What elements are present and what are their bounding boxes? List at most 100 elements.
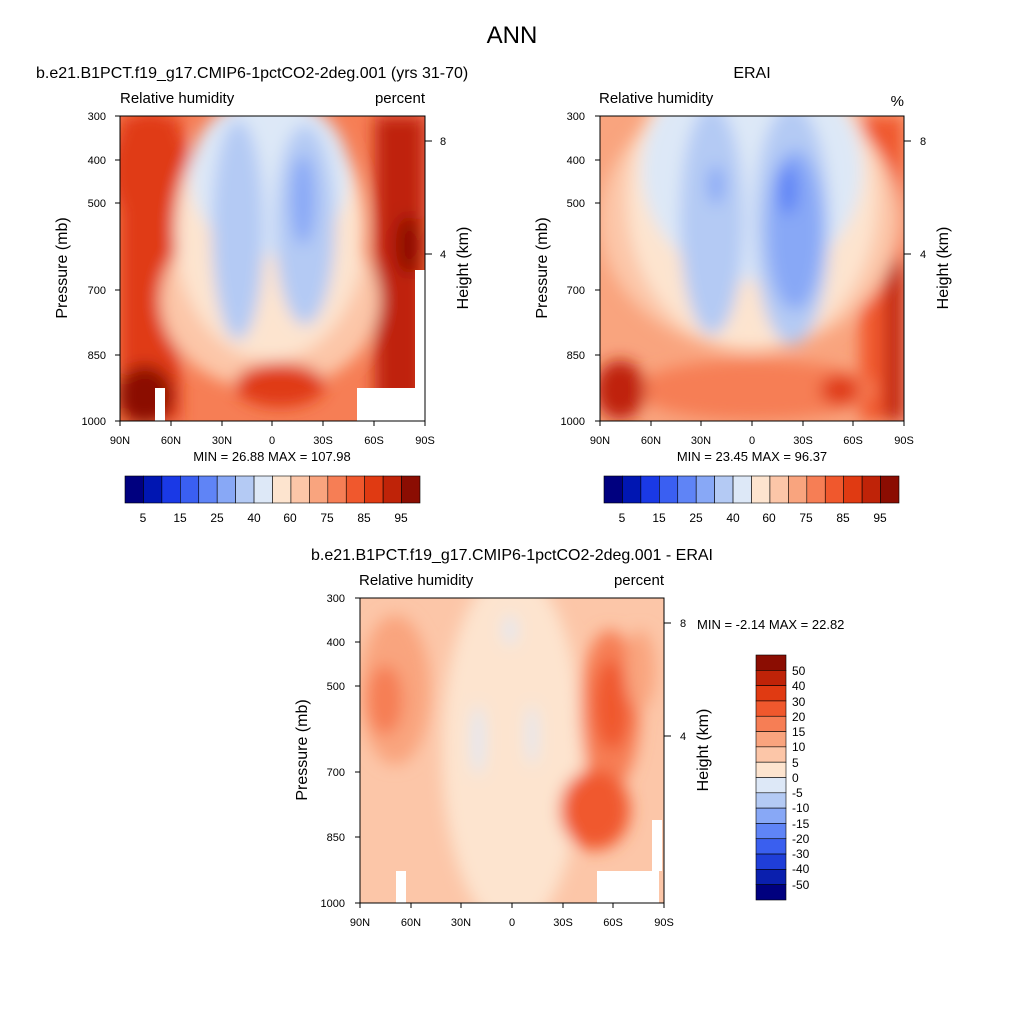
min-max-label: MIN = 23.45 MAX = 96.37 (677, 449, 827, 464)
colorbar-swatch (345, 475, 365, 504)
colorbar-tick-label: 15 (173, 511, 187, 525)
y2-axis-ticks: 8 4 (664, 618, 686, 743)
colorbar-tick-label: -30 (792, 847, 810, 861)
colorbar-swatch (695, 475, 715, 504)
y-tick-label: 300 (327, 593, 345, 605)
colorbar-swatch (755, 853, 787, 870)
x-tick-label: 90S (654, 917, 674, 929)
colorbar-tick-label: 95 (394, 511, 408, 525)
colorbar-swatch (751, 475, 771, 504)
colorbar-swatch (677, 475, 697, 504)
x-tick-label: 30S (553, 917, 573, 929)
x-tick-label: 30S (313, 435, 333, 447)
x-tick-label: 60S (364, 435, 384, 447)
colorbar-tick-label: 85 (357, 511, 371, 525)
x-tick-label: 60N (641, 435, 661, 447)
x-tick-label: 90N (350, 917, 370, 929)
y-axis-label: Pressure (mb) (294, 699, 311, 800)
y2-axis-label: Height (km) (695, 709, 712, 792)
colorbar-tick-label: -10 (792, 801, 810, 815)
x-tick-label: 0 (269, 435, 275, 447)
panel-model: b.e21.B1PCT.f19_g17.CMIP6-1pctCO2-2deg.0… (36, 65, 472, 525)
x-tick-label: 90N (590, 435, 610, 447)
panel-title: b.e21.B1PCT.f19_g17.CMIP6-1pctCO2-2deg.0… (36, 65, 468, 82)
colorbar-tick-label: 5 (792, 756, 799, 770)
colorbar-tick-labels: 5 15 25 40 60 75 85 95 (619, 511, 887, 525)
colorbar-swatch (755, 685, 787, 702)
colorbar-tick-label: -15 (792, 817, 810, 831)
colorbar-tick-label: 30 (792, 695, 806, 709)
colorbar-swatch (253, 475, 273, 504)
colorbar-swatch (732, 475, 752, 504)
colorbar-swatch (364, 475, 384, 504)
x-tick-label: 90S (415, 435, 435, 447)
y2-tick-label: 8 (680, 618, 686, 630)
x-axis-ticks: 90N 60N 30N 0 30S 60S 90S (110, 421, 435, 447)
y-tick-label: 700 (327, 767, 345, 779)
y-tick-label: 700 (88, 285, 106, 297)
y-tick-label: 300 (88, 111, 106, 123)
left-label: Relative humidity (599, 90, 714, 107)
y2-tick-label: 8 (440, 136, 446, 148)
colorbar-tick-label: 25 (689, 511, 703, 525)
colorbar-tick-label: 15 (652, 511, 666, 525)
x-tick-label: 30N (451, 917, 471, 929)
panel-title: ERAI (733, 65, 770, 82)
colorbar-swatch (401, 475, 421, 504)
colorbar-tick-label: 20 (792, 710, 806, 724)
colorbar-swatch (124, 475, 144, 504)
right-label: percent (614, 572, 665, 589)
colorbar-swatch (755, 700, 787, 717)
colorbar-swatch (755, 869, 787, 885)
x-tick-label: 30N (691, 435, 711, 447)
x-tick-label: 60S (843, 435, 863, 447)
colorbar-tick-label: 75 (320, 511, 334, 525)
colorbar-tick-label: 5 (140, 511, 147, 525)
y2-axis-label: Height (km) (935, 227, 952, 310)
y-axis-ticks: 300 400 500 700 850 1000 (321, 593, 360, 910)
min-max-label: MIN = 26.88 MAX = 107.98 (193, 449, 351, 464)
colorbar-swatch (272, 475, 292, 504)
colorbar-swatch (161, 475, 181, 504)
colorbar-tick-label: 85 (836, 511, 850, 525)
colorbar-tick-label: 75 (799, 511, 813, 525)
colorbar-tick-label: 60 (283, 511, 297, 525)
colorbar-swatch (216, 475, 236, 504)
right-label: percent (375, 90, 426, 107)
colorbar-swatch (861, 475, 881, 504)
x-tick-label: 60N (161, 435, 181, 447)
colorbar-tick-label: 40 (792, 679, 806, 693)
y-tick-label: 400 (327, 637, 345, 649)
colorbar-swatch (603, 475, 623, 504)
left-label: Relative humidity (359, 572, 474, 589)
x-tick-label: 90N (110, 435, 130, 447)
y-tick-label: 850 (567, 350, 585, 362)
colorbar-swatch (755, 792, 787, 809)
colorbar-swatch (290, 475, 310, 504)
colorbar (124, 475, 421, 504)
colorbar-swatch (327, 475, 347, 504)
y-tick-label: 1000 (82, 416, 106, 428)
y2-tick-label: 4 (440, 249, 446, 261)
colorbar-tick-labels: 5 15 25 40 60 75 85 95 (140, 511, 408, 525)
y-tick-label: 500 (88, 198, 106, 210)
colorbar-swatch (382, 475, 402, 504)
colorbar-tick-label: -20 (792, 832, 810, 846)
y2-axis-label: Height (km) (455, 227, 472, 310)
y-tick-label: 850 (327, 832, 345, 844)
y-axis-ticks: 300 400 500 700 850 1000 (82, 111, 120, 428)
y-axis-ticks: 300 400 500 700 850 1000 (561, 111, 600, 428)
colorbar-swatch (788, 475, 808, 504)
panel-title: b.e21.B1PCT.f19_g17.CMIP6-1pctCO2-2deg.0… (311, 547, 713, 564)
colorbar-tick-label: 25 (210, 511, 224, 525)
colorbar-swatch (755, 715, 787, 732)
y-axis-label: Pressure (mb) (534, 217, 551, 318)
colorbar-swatch (755, 731, 787, 748)
colorbar (755, 654, 787, 901)
contour-field (600, 116, 904, 421)
x-axis-ticks: 90N 60N 30N 0 30S 60S 90S (590, 421, 914, 447)
y-tick-label: 850 (88, 350, 106, 362)
y-tick-label: 700 (567, 285, 585, 297)
y-axis-label: Pressure (mb) (54, 217, 71, 318)
